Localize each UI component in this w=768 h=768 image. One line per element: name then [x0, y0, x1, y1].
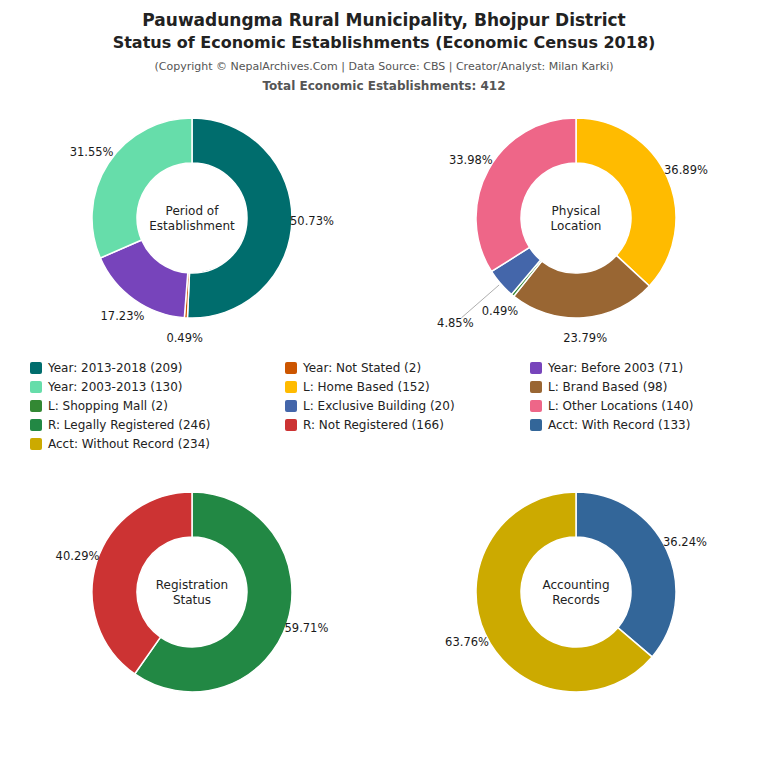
donut-center-title: AccountingRecords — [542, 578, 609, 607]
legend-swatch — [30, 438, 42, 450]
title-line: Accounting — [542, 578, 609, 592]
subtitle: (Copyright © NepalArchives.Com | Data So… — [154, 60, 613, 73]
data-label: 36.24% — [663, 535, 707, 549]
data-label: 33.98% — [449, 153, 493, 167]
legend-entry: Acct: Without Record (234) — [48, 437, 210, 451]
data-label: 63.76% — [445, 635, 489, 649]
label-leader — [461, 285, 499, 318]
legend-swatch — [530, 362, 542, 374]
donut-center-title: RegistrationStatus — [156, 578, 228, 607]
title-line: Registration — [156, 578, 228, 592]
legend-entry: R: Not Registered (166) — [303, 418, 444, 432]
legend-entry: L: Brand Based (98) — [548, 380, 667, 394]
donut-slice — [92, 118, 192, 258]
legend-swatch — [530, 381, 542, 393]
data-label: 17.23% — [101, 309, 145, 323]
donut-center-title: Period ofEstablishment — [149, 204, 235, 233]
legend-entry: Year: 2003-2013 (130) — [47, 380, 183, 394]
donut-chart: AccountingRecords 36.24% 63.76% — [445, 492, 707, 692]
legend-swatch — [30, 400, 42, 412]
donut-slice — [476, 492, 652, 692]
legend-entry: L: Home Based (152) — [303, 380, 430, 394]
data-label: 36.89% — [664, 163, 708, 177]
donut-chart: Period ofEstablishment 50.73% 0.49% 17.23% 3… — [70, 118, 334, 345]
title-line: Location — [551, 219, 602, 233]
legend-swatch — [530, 400, 542, 412]
title-line: Establishment — [149, 219, 235, 233]
donut-slice — [476, 118, 576, 271]
title-line: Status — [173, 593, 211, 607]
subtitle: Total Economic Establishments: 412 — [263, 79, 506, 93]
legend-entry: Year: Not Stated (2) — [302, 361, 421, 375]
background — [0, 0, 768, 768]
data-label: 31.55% — [70, 145, 114, 159]
legend-swatch — [30, 362, 42, 374]
chart-root: Pauwadungma Rural Municipality, Bhojpur … — [0, 0, 768, 768]
legend-entry: L: Other Locations (140) — [548, 399, 694, 413]
data-label: 59.71% — [285, 621, 329, 635]
donut-chart: RegistrationStatus 59.71% 40.29% — [56, 492, 329, 692]
legend: Year: 2013-2018 (209) Year: Not Stated (2… — [30, 361, 694, 451]
data-label: 40.29% — [56, 549, 100, 563]
title-line: Records — [552, 593, 600, 607]
legend-swatch — [285, 400, 297, 412]
legend-swatch — [530, 419, 542, 431]
donut-slice — [576, 492, 676, 657]
title: Pauwadungma Rural Municipality, Bhojpur … — [142, 10, 625, 30]
title-line: Physical — [552, 204, 601, 218]
data-label: 4.85% — [437, 316, 474, 330]
legend-swatch — [285, 419, 297, 431]
legend-entry: L: Exclusive Building (20) — [303, 399, 455, 413]
legend-swatch — [285, 362, 297, 374]
legend-swatch — [30, 381, 42, 393]
legend-entry: Year: 2013-2018 (209) — [47, 361, 183, 375]
legend-swatch — [285, 381, 297, 393]
legend-entry: Acct: With Record (133) — [548, 418, 690, 432]
data-label: 50.73% — [290, 214, 334, 228]
legend-entry: Year: Before 2003 (71) — [547, 361, 683, 375]
data-label: 0.49% — [482, 304, 519, 318]
legend-swatch — [30, 419, 42, 431]
donut-chart: PhysicalLocation 36.89% 23.79% 0.49% 4.85% 33… — [437, 118, 708, 345]
donut-slice — [576, 118, 676, 286]
title: Status of Economic Establishments (Econo… — [113, 33, 656, 52]
data-label: 23.79% — [563, 331, 607, 345]
data-label: 0.49% — [166, 331, 203, 345]
donut-center-title: PhysicalLocation — [551, 204, 602, 233]
legend-entry: L: Shopping Mall (2) — [48, 399, 168, 413]
title-line: Period of — [166, 204, 220, 218]
legend-entry: R: Legally Registered (246) — [48, 418, 210, 432]
